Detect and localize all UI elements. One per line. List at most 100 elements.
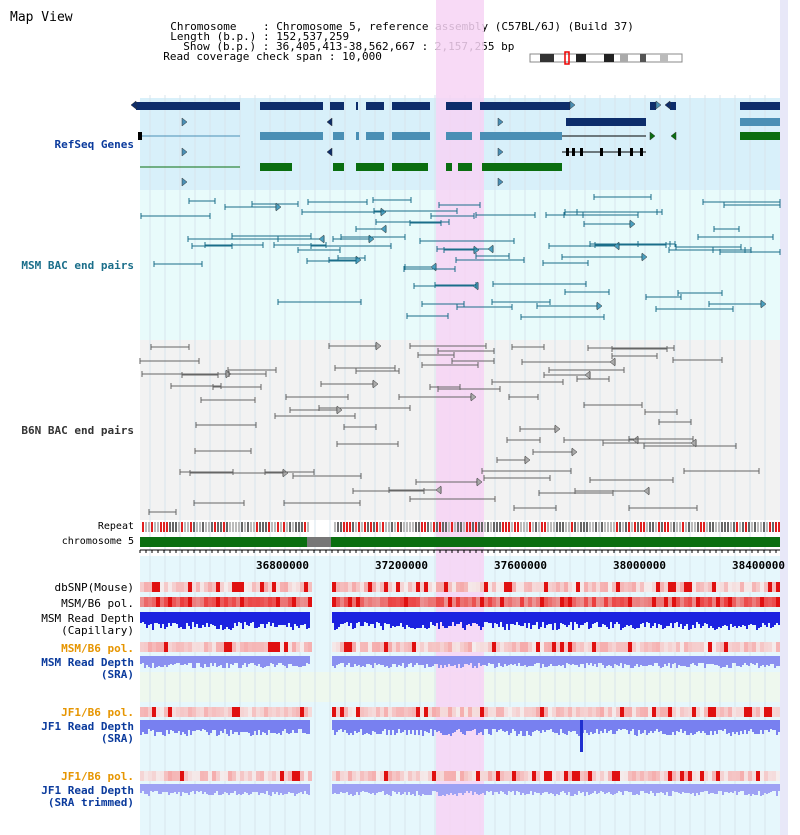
heat-cell [280,707,284,717]
heat-cell [576,707,580,717]
heat-cell [768,597,772,607]
depth-bar [206,720,208,732]
depth-bar [400,656,402,666]
depth-bar [220,720,222,731]
heat-cell [744,771,748,781]
refseq-genes-track[interactable] [130,100,780,187]
depth-bar [420,656,422,665]
heat-cell [468,642,472,652]
depth-bar [336,612,338,629]
depth-bar [612,656,614,668]
heat-cell [772,707,776,717]
depth-bar [248,784,250,795]
depth-bar [522,612,524,626]
heat-cell [432,642,436,652]
heatmap-tracks[interactable] [140,582,780,781]
depth-bar [458,612,460,624]
heat-cell [552,707,556,717]
depth-bar [172,720,174,731]
depth-bar [230,784,232,793]
heat-cell [480,642,484,652]
depth-bar [152,612,154,630]
repeat-mark [526,522,528,532]
heat-cell [176,707,180,717]
repeat-mark [430,522,432,532]
depth-bar [512,612,514,624]
depth-bar [446,784,448,794]
heat-cell [628,771,632,781]
depth-bar [210,612,212,624]
depth-bar [460,784,462,793]
depth-bar [502,612,504,627]
chromosome-ideogram[interactable] [529,51,683,65]
depth-bar [776,656,778,666]
refseq-track-label: RefSeq Genes [54,138,134,151]
depth-bar [358,656,360,665]
heat-cell [604,582,608,592]
repeat-mark [304,522,306,532]
depth-bar [414,612,416,629]
depth-bar [290,720,292,733]
heat-cell [284,597,288,607]
heat-cell [224,771,228,781]
depth-bar [658,612,660,624]
depth-bar [226,612,228,627]
heat-cell [684,771,688,781]
depth-bar [410,720,412,734]
depth-bar [266,720,268,735]
heat-cell [340,771,344,781]
depth-bar [710,656,712,664]
heat-cell [644,771,648,781]
heat-cell [756,771,760,781]
repeat-mark [211,522,213,532]
heat-cell [336,582,340,592]
depth-bar [464,720,466,735]
depth-bar [606,612,608,627]
heat-cell [708,707,712,717]
depth-bar [428,720,430,733]
depth-bar [388,784,390,795]
repeat-mark [628,522,630,532]
depth-bar [440,656,442,665]
repeat-track[interactable] [142,522,780,532]
depth-bar [166,720,168,730]
read-depth-tracks[interactable] [140,612,780,796]
depth-bar [484,612,486,622]
heat-cell [716,642,720,652]
depth-bar [650,656,652,665]
depth-bar [286,656,288,668]
depth-bar [280,784,282,793]
heat-cell [292,597,296,607]
repeat-mark [703,522,705,532]
depth-bar [722,656,724,667]
scroll-edge[interactable] [780,0,788,835]
depth-bar [558,612,560,629]
depth-bar [714,612,716,630]
depth-bar [770,784,772,792]
heat-cell [356,642,360,652]
heat-cell [164,582,168,592]
msm-bac-track[interactable] [140,194,781,320]
heat-cell [244,771,248,781]
heat-cell [656,582,660,592]
heat-cell [656,597,660,607]
heat-cell [528,707,532,717]
chromosome-bar[interactable] [140,537,780,547]
depth-bar [504,720,506,732]
depth-bar [676,784,678,792]
depth-bar [708,784,710,794]
jf1-depth-line2: (SRA) [100,732,134,745]
heat-cell [416,597,420,607]
depth-bar [708,656,710,664]
depth-bar [254,656,256,665]
depth-bar [376,612,378,622]
heat-cell [368,771,372,781]
b6n-bac-track[interactable] [139,341,760,515]
depth-bar [574,784,576,794]
depth-bar [388,656,390,668]
heat-cell [440,771,444,781]
heat-cell [768,642,772,652]
depth-bar [166,784,168,792]
depth-bar [594,612,596,623]
